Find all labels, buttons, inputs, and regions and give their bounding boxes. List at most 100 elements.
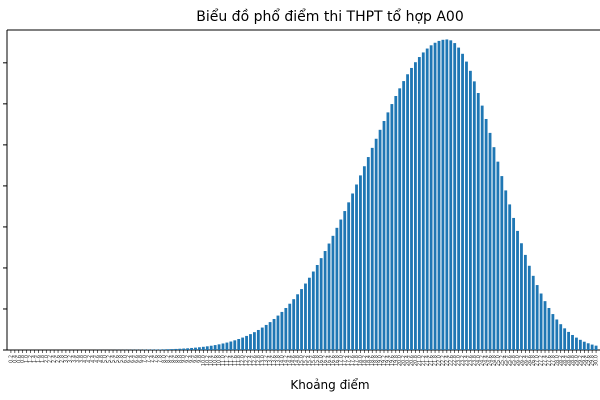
x-tick-label: 17.4 xyxy=(346,355,352,366)
bar xyxy=(531,275,535,350)
x-tick-label: 13.2 xyxy=(264,355,270,366)
x-tick-label: 26.4 xyxy=(523,355,529,366)
x-tick-label: 22.4 xyxy=(444,355,450,366)
bar xyxy=(575,337,578,350)
x-tick-label: 10.4 xyxy=(209,355,215,366)
x-tick-label: 2.8 xyxy=(59,355,65,363)
x-tick-label: 19.6 xyxy=(389,355,395,366)
bar xyxy=(335,227,339,350)
x-tick-label: 6.8 xyxy=(138,355,144,363)
x-tick-label: 16.4 xyxy=(327,355,333,366)
bar xyxy=(512,217,516,350)
x-tick-label: 2.6 xyxy=(56,355,62,363)
x-tick-label: 0.8 xyxy=(20,355,26,363)
x-tick-label: 27.8 xyxy=(550,355,556,366)
x-tick-label: 6.6 xyxy=(134,355,140,363)
x-tick-label: 20.4 xyxy=(405,355,411,366)
x-tick-label: 3.8 xyxy=(79,355,85,363)
x-tick-label: 29.2 xyxy=(578,355,584,366)
x-tick-label: 26.0 xyxy=(515,355,521,366)
bar xyxy=(445,39,449,350)
x-tick-label: 0.4 xyxy=(12,355,18,363)
x-tick-label: 21.4 xyxy=(425,355,431,366)
x-tick-label: 27.6 xyxy=(546,355,552,366)
x-tick-label: 29.0 xyxy=(574,355,580,366)
bar xyxy=(480,105,484,350)
x-tick-label: 19.4 xyxy=(385,355,391,366)
x-tick-label: 6.4 xyxy=(130,355,136,363)
x-tick-label: 18.0 xyxy=(358,355,364,366)
x-tick-label: 2.4 xyxy=(52,355,58,363)
bar xyxy=(359,175,362,350)
x-tick-label: 22.6 xyxy=(448,355,454,366)
x-tick-label: 23.6 xyxy=(468,355,474,366)
bar xyxy=(245,335,248,350)
bar xyxy=(410,67,413,350)
plot-area: 0.20.40.60.81.01.21.41.61.82.02.22.42.62… xyxy=(3,29,600,366)
bar xyxy=(319,258,323,350)
x-tick-label: 20.6 xyxy=(409,355,415,366)
x-tick-label: 17.2 xyxy=(342,355,348,366)
x-tick-label: 23.8 xyxy=(472,355,478,366)
x-tick-label: 16.2 xyxy=(323,355,329,366)
bar xyxy=(425,48,429,351)
x-tick-label: 12.2 xyxy=(244,355,250,366)
x-tick-label: 15.4 xyxy=(307,355,313,366)
bar xyxy=(578,339,582,350)
bar xyxy=(229,341,233,350)
bar xyxy=(362,166,366,350)
x-tick-label: 24.6 xyxy=(488,355,494,366)
x-tick-label: 18.6 xyxy=(370,355,376,366)
x-tick-label: 3.2 xyxy=(67,355,73,363)
x-tick-label: 29.4 xyxy=(582,355,588,366)
x-tick-label: 3.4 xyxy=(71,355,77,363)
bar xyxy=(217,344,221,350)
x-tick-label: 14.4 xyxy=(287,355,293,366)
bar xyxy=(586,343,590,350)
x-tick-label: 4.6 xyxy=(95,355,101,363)
x-tick-label: 16.6 xyxy=(330,355,336,366)
bar xyxy=(563,328,567,350)
x-tick-label: 5.4 xyxy=(111,355,117,363)
x-tick-label: 29.6 xyxy=(586,355,592,366)
bar xyxy=(198,347,201,350)
bar xyxy=(311,271,315,350)
x-tick-label: 20.0 xyxy=(397,355,403,366)
bar xyxy=(567,331,570,350)
x-tick-label: 7.2 xyxy=(146,355,152,363)
x-tick-label: 14.8 xyxy=(295,355,301,366)
bar xyxy=(523,254,527,350)
bar xyxy=(252,332,256,350)
x-tick-label: 26.6 xyxy=(527,355,533,366)
bar xyxy=(355,184,358,350)
x-tick-label: 18.2 xyxy=(362,355,368,366)
x-tick-label: 22.2 xyxy=(440,355,446,366)
x-tick-label: 4.0 xyxy=(83,355,89,363)
x-tick-label: 17.6 xyxy=(350,355,356,366)
bar xyxy=(249,334,252,350)
x-tick-label: 6.2 xyxy=(126,355,132,363)
x-tick-label: 18.4 xyxy=(366,355,372,366)
x-tick-label: 12.6 xyxy=(252,355,258,366)
x-tick-label: 25.6 xyxy=(507,355,513,366)
bar xyxy=(264,324,268,350)
x-tick-label: 1.4 xyxy=(32,355,38,363)
x-tick-label: 8.4 xyxy=(169,355,175,363)
bar xyxy=(496,161,500,350)
x-tick-label: 13.8 xyxy=(275,355,281,366)
bar xyxy=(484,118,488,350)
x-tick-label: 7.0 xyxy=(142,355,148,363)
bar xyxy=(209,345,213,350)
x-tick-label: 25.8 xyxy=(511,355,517,366)
x-tick-label: 16.8 xyxy=(334,355,340,366)
bar xyxy=(437,40,441,351)
x-tick-label: 14.0 xyxy=(279,355,285,366)
x-tick-label: 11.6 xyxy=(232,355,238,366)
bar xyxy=(233,340,237,350)
x-tick-label: 28.4 xyxy=(562,355,568,366)
x-tick-label: 5.6 xyxy=(114,355,120,363)
bar xyxy=(406,74,409,351)
bar xyxy=(472,81,476,350)
bar xyxy=(186,348,190,350)
bar xyxy=(205,346,209,350)
